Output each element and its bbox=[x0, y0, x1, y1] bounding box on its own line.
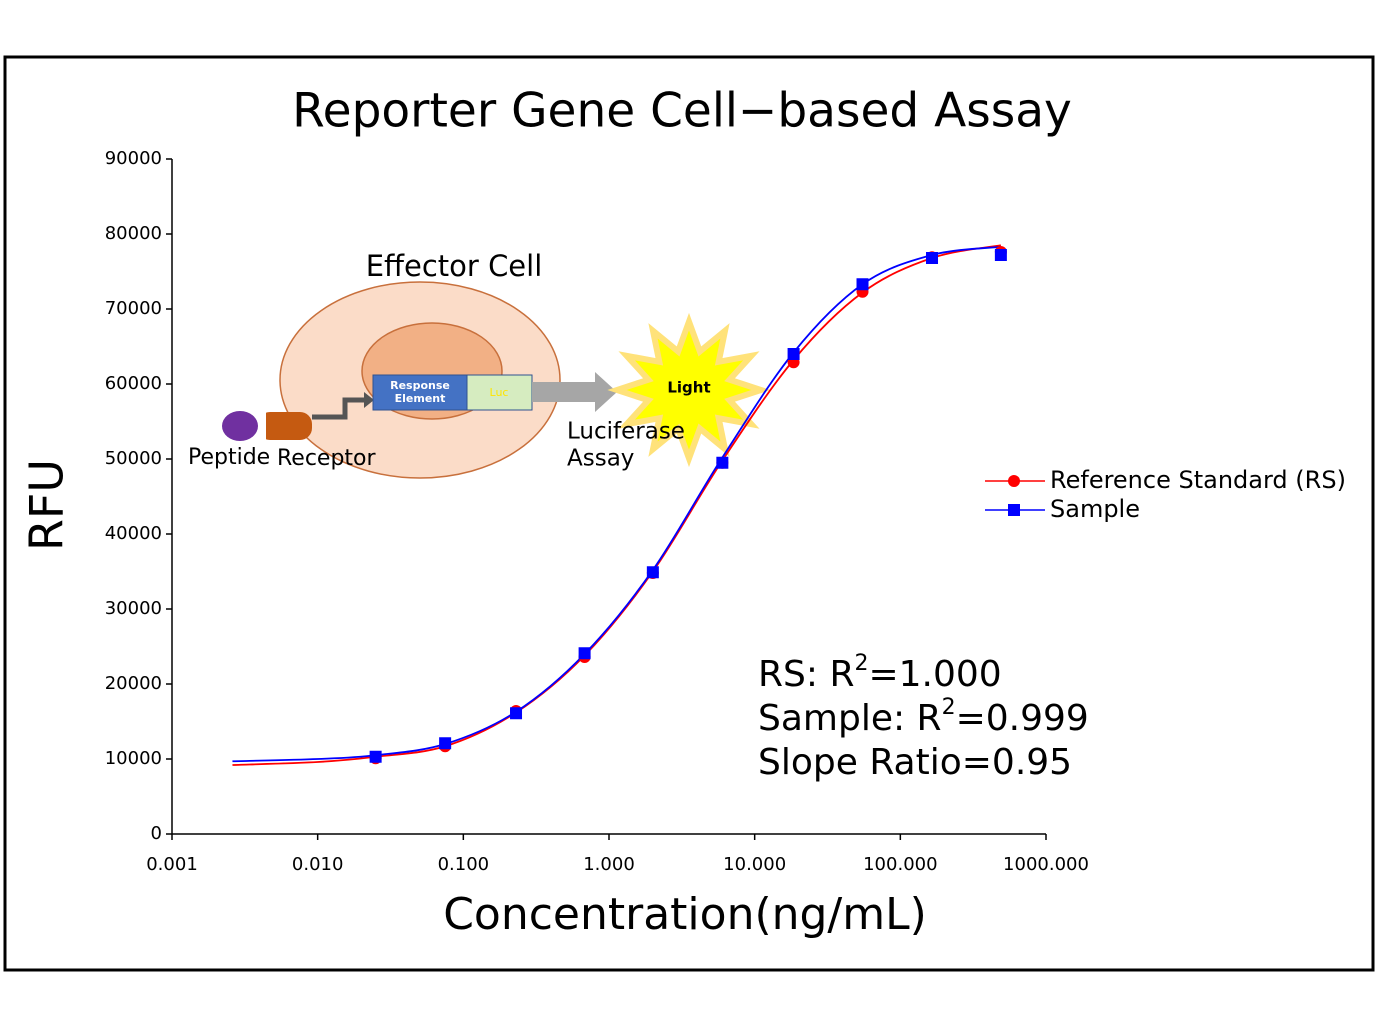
luc-label: Luc bbox=[490, 386, 509, 399]
arrow bbox=[532, 372, 617, 412]
legend-label: Reference Standard (RS) bbox=[1050, 466, 1346, 494]
x-tick-label: 0.001 bbox=[146, 854, 198, 875]
annotation-part: Sample: R bbox=[758, 698, 942, 739]
response-element bbox=[372, 374, 468, 411]
frame bbox=[3, 55, 1375, 972]
y-tick-label: 50000 bbox=[105, 448, 162, 469]
chart-title: Reporter Gene Cell−based Assay bbox=[292, 84, 1072, 139]
annotation-part: 2 bbox=[854, 651, 868, 676]
x-tick-label: 100.000 bbox=[863, 854, 937, 875]
data-point bbox=[787, 348, 800, 360]
legend-label: Sample bbox=[1050, 495, 1140, 523]
y-tick-label: 30000 bbox=[105, 598, 162, 619]
assay-label: Assay bbox=[567, 446, 634, 472]
annotation: Sample: R2=0.999 bbox=[758, 695, 1089, 740]
signal-arrow bbox=[312, 397, 368, 420]
cell-label: Effector Cell bbox=[366, 249, 543, 283]
element-label: Response bbox=[390, 379, 450, 392]
y-tick-label: 70000 bbox=[105, 298, 162, 319]
assay-label: Luciferase bbox=[567, 419, 685, 445]
arrow-head bbox=[364, 392, 374, 408]
data-point bbox=[856, 278, 869, 291]
legend-marker bbox=[1008, 504, 1020, 516]
light-label: Light bbox=[667, 379, 710, 397]
y-tick-label: 20000 bbox=[105, 673, 162, 694]
annotation-part: =1.000 bbox=[868, 654, 1001, 695]
y-tick-label: 90000 bbox=[105, 148, 162, 169]
receptor bbox=[258, 412, 312, 440]
annotation-part: RS: R bbox=[758, 654, 854, 695]
x-tick-label: 10.000 bbox=[723, 854, 786, 875]
data-point bbox=[994, 249, 1007, 261]
annotation: Slope Ratio=0.95 bbox=[758, 742, 1072, 783]
legend-marker bbox=[1008, 475, 1020, 487]
x-tick-label: 0.010 bbox=[292, 854, 344, 875]
annotation-part: =0.999 bbox=[956, 698, 1089, 739]
x-tick-label: 1.000 bbox=[583, 854, 635, 875]
data-point bbox=[926, 252, 939, 264]
light-star bbox=[607, 312, 771, 468]
y-tick-label: 0 bbox=[151, 823, 162, 844]
y-tick-label: 80000 bbox=[105, 223, 162, 244]
receptor-label: Receptor bbox=[277, 446, 377, 471]
y-tick-label: 10000 bbox=[105, 748, 162, 769]
peptide bbox=[222, 411, 258, 441]
element-label: Element bbox=[395, 392, 446, 405]
inset-diagram: Effector Cell Response Element Luc Light… bbox=[188, 249, 771, 479]
x-tick-label: 1000.000 bbox=[1003, 854, 1089, 875]
annotation-part: 2 bbox=[942, 695, 956, 720]
peptide-label: Peptide bbox=[188, 445, 270, 470]
data-point bbox=[716, 456, 729, 469]
x-tick-label: 0.100 bbox=[438, 854, 490, 875]
y-tick-label: 40000 bbox=[105, 523, 162, 544]
x-axis-label: Concentration(ng/mL) bbox=[443, 889, 927, 940]
luc-box bbox=[466, 374, 533, 411]
data-point bbox=[369, 750, 382, 763]
receptor-gap bbox=[258, 412, 266, 440]
data-point bbox=[439, 737, 452, 750]
data-point bbox=[578, 647, 591, 660]
y-tick-label: 60000 bbox=[105, 373, 162, 394]
data-point bbox=[510, 707, 523, 720]
data-point bbox=[646, 566, 659, 579]
annotation-part: Slope Ratio=0.95 bbox=[758, 742, 1072, 783]
annotation: RS: R2=1.000 bbox=[758, 651, 1002, 696]
y-axis-label: RFU bbox=[20, 459, 74, 551]
